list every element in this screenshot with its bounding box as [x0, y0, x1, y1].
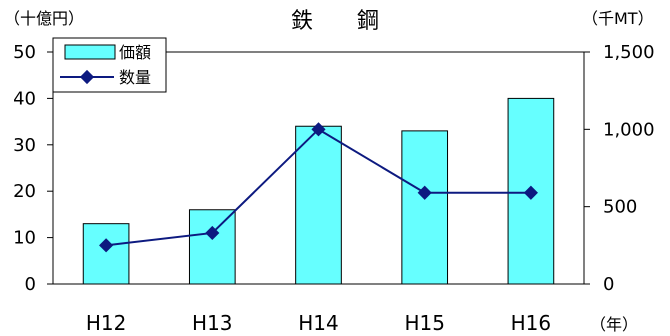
left-axis-ticks: 0 10 20 30 40 50	[13, 42, 53, 295]
x-axis-unit: （年）	[590, 315, 638, 334]
line-point	[417, 185, 432, 200]
bar	[295, 125, 342, 285]
right-tick-label: 500	[603, 197, 637, 218]
category-label: H16	[511, 311, 552, 335]
category-labels: H12 H13 H14 H15 H16	[86, 311, 551, 335]
left-tick-label: 0	[25, 274, 36, 295]
right-tick-label: 1,500	[603, 42, 655, 63]
plot-frame	[52, 51, 585, 285]
legend-line-label: 数量	[119, 68, 151, 87]
legend-bar-label: 価額	[119, 43, 151, 62]
legend-bar-swatch	[64, 44, 116, 60]
legend: 価額 数量	[52, 37, 167, 93]
left-tick-label: 10	[13, 228, 36, 249]
left-tick-label: 20	[13, 181, 36, 202]
right-tick-label: 1,000	[603, 119, 655, 140]
right-tick-label: 0	[603, 274, 614, 295]
bar	[82, 223, 130, 285]
category-label: H14	[298, 311, 339, 335]
bar	[188, 209, 236, 285]
line-point	[205, 225, 220, 241]
right-axis-ticks: 0 500 1,000 1,500	[584, 42, 655, 295]
category-label: H13	[192, 311, 233, 335]
left-axis-unit: （十億円）	[4, 9, 84, 28]
category-label: H15	[404, 311, 445, 335]
bar	[401, 130, 449, 285]
category-label: H12	[86, 311, 127, 335]
left-tick-label: 40	[13, 88, 36, 109]
left-tick-label: 30	[13, 135, 36, 156]
line-point	[311, 122, 326, 137]
chart-title: 鉄 鋼	[291, 9, 379, 34]
right-axis-unit: （千MT）	[582, 9, 654, 28]
left-tick-label: 50	[13, 42, 36, 63]
line-series	[99, 122, 538, 253]
line-point	[523, 185, 538, 200]
